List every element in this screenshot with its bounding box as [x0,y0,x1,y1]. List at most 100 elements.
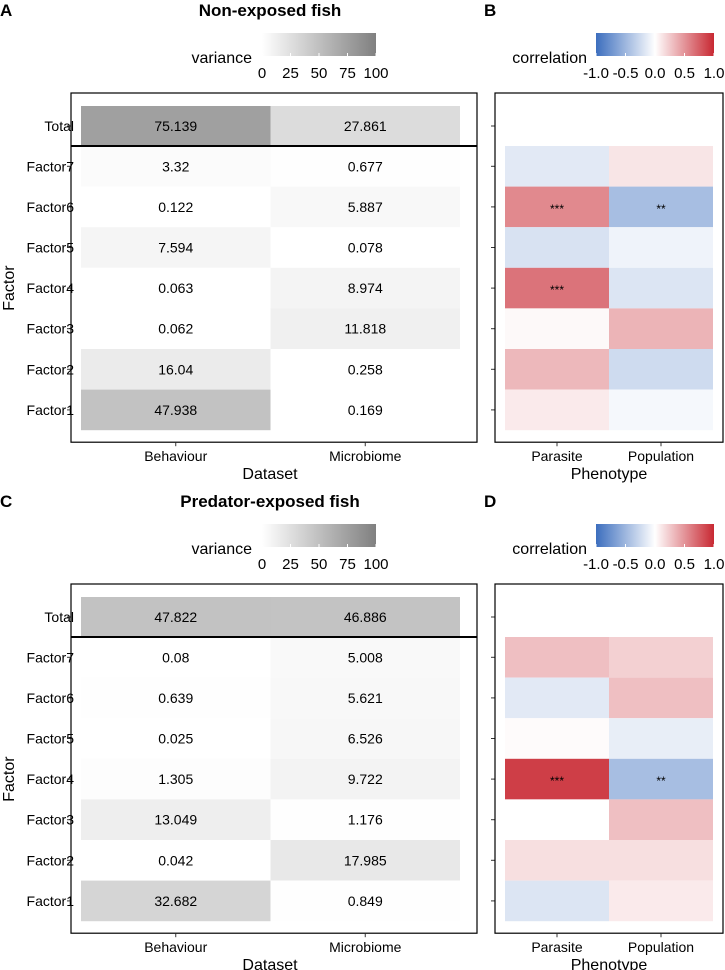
heatmap-cell [505,799,609,840]
heatmap-cell [505,880,609,922]
legend-tick-label: 0.0 [645,65,666,82]
heatmap-cell-label: 0.025 [158,731,193,747]
heatmap-cell [81,308,271,349]
heatmap-cell-label: 5.008 [348,649,383,665]
panel-frame [70,92,478,443]
heatmap-cell-label: 5.621 [348,690,383,706]
heatmap-cell [609,389,713,431]
x-tick-label: Population [628,448,694,464]
heatmap-cell-label: 8.974 [348,280,383,296]
heatmap-cell [609,799,713,840]
panel-frame [494,583,724,934]
heatmap-cell-label: 11.818 [344,321,386,337]
y-tick-label: Factor6 [27,690,75,706]
heatmap-cell-label: 0.08 [162,649,189,665]
significance-stars: *** [550,774,564,788]
panel-letter: B [484,1,496,20]
heatmap-cell [505,267,609,309]
heatmap-cell [81,677,271,719]
panel-title: Non-exposed fish [199,1,342,20]
legend-tick-label: -0.5 [613,556,639,573]
y-tick-label: Factor6 [27,199,75,215]
heatmap-cell-label: 0.078 [348,240,383,256]
y-tick-label: Factor1 [27,402,75,418]
heatmap-cell [505,227,609,268]
y-tick-label: Factor3 [27,812,75,828]
heatmap-cell [505,349,609,390]
total-row-label: Total [44,118,74,134]
total-cell [81,597,271,637]
heatmap-cell [270,186,460,228]
heatmap-cell-label: 17.985 [344,852,387,868]
heatmap-cell [81,840,271,881]
total-cell [270,106,460,146]
heatmap-cell [609,718,713,759]
heatmap-cell [609,146,713,187]
total-cell-label: 75.139 [154,118,197,134]
heatmap-cell [270,146,460,187]
x-tick-label: Microbiome [329,448,402,464]
total-cell [81,106,271,146]
total-row-label: Total [44,609,74,625]
heatmap-cell [505,308,609,349]
heatmap-cell [270,349,460,390]
heatmap-cell-label: 0.677 [348,158,383,174]
legend-tick-label: 0 [258,556,266,573]
heatmap-cell-label: 3.32 [162,158,189,174]
heatmap-cell [505,186,609,228]
heatmap-cell-label: 16.04 [158,361,193,377]
legend-colorbar [596,524,714,547]
heatmap-cell [81,799,271,840]
x-axis-title: Phenotype [571,957,648,970]
panel-A: A Non-exposed fish variance 0 25 50 75 100 75.13… [0,1,478,483]
legend-colorbar [262,33,376,56]
x-tick-label: Behaviour [144,939,207,955]
heatmap-cell [505,389,609,431]
heatmap-cell [609,186,713,228]
legend-tick-label: 75 [339,65,356,82]
heatmap-cell [270,389,460,431]
heatmap-cell [505,840,609,881]
panel-letter: A [0,1,12,20]
heatmap-cell [81,146,271,187]
panel-frame [70,583,478,934]
heatmap-cell [505,637,609,678]
legend-title: correlation [512,541,587,558]
x-tick-label: Parasite [531,939,583,955]
heatmap-cell [609,308,713,349]
heatmap-cell [270,267,460,309]
x-tick-label: Population [628,939,694,955]
total-cell-label: 47.822 [154,609,197,625]
heatmap-cell [609,677,713,719]
heatmap-cell [270,799,460,840]
heatmap-cell [81,227,271,268]
heatmap-cell [609,840,713,881]
y-tick-label: Factor7 [27,649,75,665]
heatmap-cell [81,758,271,800]
legend-tick-label: 0.0 [645,556,666,573]
heatmap-cell-label: 32.682 [154,893,197,909]
heatmap-cell-label: 7.594 [158,240,193,256]
heatmap-cell [81,637,271,678]
legend-tick-label: 100 [363,65,388,82]
heatmap-cell-label: 0.062 [158,321,193,337]
heatmap-cell-label: 9.722 [348,771,383,787]
heatmap-cell-label: 0.639 [158,690,193,706]
y-tick-label: Factor4 [27,280,75,296]
y-tick-label: Factor5 [27,731,75,747]
y-tick-label: Factor2 [27,361,75,377]
heatmap-cell-label: 1.305 [158,771,193,787]
panel-letter: C [0,492,12,511]
heatmap-cell [505,146,609,187]
heatmap-cell-label: 47.938 [154,402,197,418]
legend-title: correlation [512,50,587,67]
heatmap-cell [505,677,609,719]
heatmap-cell-label: 0.042 [158,852,193,868]
heatmap-cell-label: 6.526 [348,731,383,747]
y-tick-label: Factor5 [27,240,75,256]
heatmap-cell-label: 5.887 [348,199,383,215]
heatmap-cell [81,267,271,309]
heatmap-cell [81,718,271,759]
significance-stars: ** [656,774,666,788]
